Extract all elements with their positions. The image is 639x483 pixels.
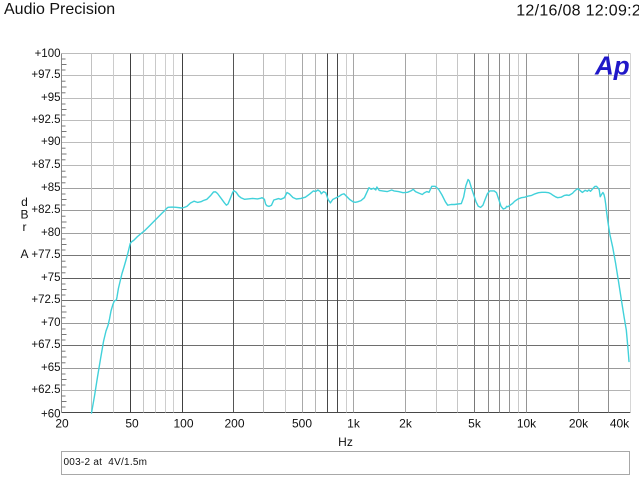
svg-text:+87.5: +87.5: [31, 159, 60, 171]
svg-text:+80: +80: [41, 227, 61, 239]
svg-text:50: 50: [125, 417, 139, 431]
svg-text:Ap: Ap: [594, 51, 630, 81]
svg-text:12/16/08 12:09:2: 12/16/08 12:09:2: [516, 3, 639, 20]
svg-text:10k: 10k: [517, 417, 537, 431]
svg-text:r: r: [23, 220, 27, 234]
svg-text:2k: 2k: [399, 417, 413, 431]
svg-text:Hz: Hz: [338, 435, 353, 449]
svg-text:Audio Precision: Audio Precision: [4, 1, 115, 18]
svg-text:+75: +75: [41, 272, 61, 284]
svg-text:100: 100: [173, 417, 193, 431]
svg-text:20k: 20k: [569, 417, 589, 431]
svg-text:500: 500: [292, 417, 312, 431]
svg-text:+65: +65: [41, 362, 61, 374]
svg-text:A: A: [20, 247, 28, 261]
svg-text:20: 20: [55, 417, 69, 431]
svg-text:003-2 at 4V/1.5m: 003-2 at 4V/1.5m: [64, 457, 148, 468]
svg-text:+60: +60: [41, 408, 61, 420]
svg-text:+72.5: +72.5: [31, 294, 60, 306]
svg-text:+67.5: +67.5: [31, 339, 60, 351]
svg-text:+90: +90: [41, 136, 61, 148]
svg-text:+70: +70: [41, 317, 61, 329]
svg-text:40k: 40k: [610, 417, 630, 431]
svg-text:5k: 5k: [468, 417, 482, 431]
svg-text:+92.5: +92.5: [31, 114, 60, 126]
svg-text:+85: +85: [41, 182, 61, 194]
svg-text:+95: +95: [41, 92, 61, 104]
svg-text:1k: 1k: [347, 417, 361, 431]
svg-text:d: d: [21, 195, 28, 209]
svg-text:+100: +100: [35, 48, 61, 60]
svg-text:+77.5: +77.5: [31, 249, 60, 261]
svg-text:B: B: [20, 208, 28, 222]
svg-text:+97.5: +97.5: [31, 69, 60, 81]
svg-text:200: 200: [224, 417, 244, 431]
svg-text:+62.5: +62.5: [31, 384, 60, 396]
svg-text:+82.5: +82.5: [31, 204, 60, 216]
